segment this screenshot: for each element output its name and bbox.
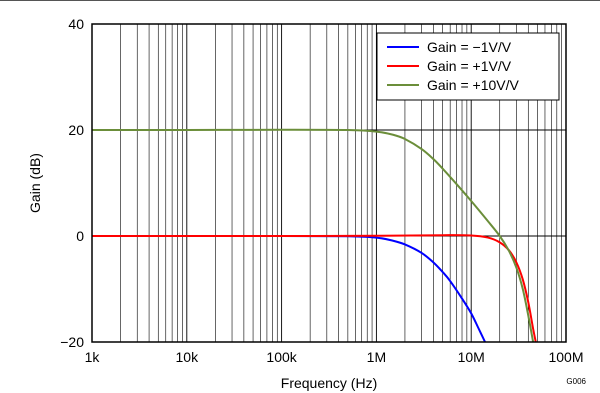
legend-label: Gain = +10V/V [427,77,520,93]
y-tick-label: 20 [68,122,84,138]
legend-label: Gain = −1V/V [427,39,512,55]
x-tick-label: 100M [548,349,583,365]
x-tick-label: 1k [85,349,101,365]
series-layer [91,128,537,343]
x-axis-title: Frequency (Hz) [281,375,377,391]
x-tick-labels: 1k 10k 100k 1M 10M 100M [85,349,584,365]
x-tick-label: 10M [458,349,485,365]
series-line [92,234,486,343]
series-line [92,234,537,343]
y-tick-label: 40 [68,16,84,32]
legend: Gain = −1V/V Gain = +1V/V Gain = +10V/V [376,32,560,101]
x-tick-label: 1M [367,349,386,365]
top-rule [0,0,600,1]
y-axis-title: Gain (dB) [27,153,43,213]
y-tick-labels: −20 0 20 40 [60,16,84,350]
legend-label: Gain = +1V/V [427,58,512,74]
x-tick-label: 10k [176,349,200,365]
figure-id: G006 [566,377,586,386]
y-tick-label: 0 [76,228,84,244]
x-tick-label: 100k [266,349,297,365]
series-line [91,128,535,343]
plot-frame [91,23,567,343]
y-tick-label: −20 [60,334,84,350]
